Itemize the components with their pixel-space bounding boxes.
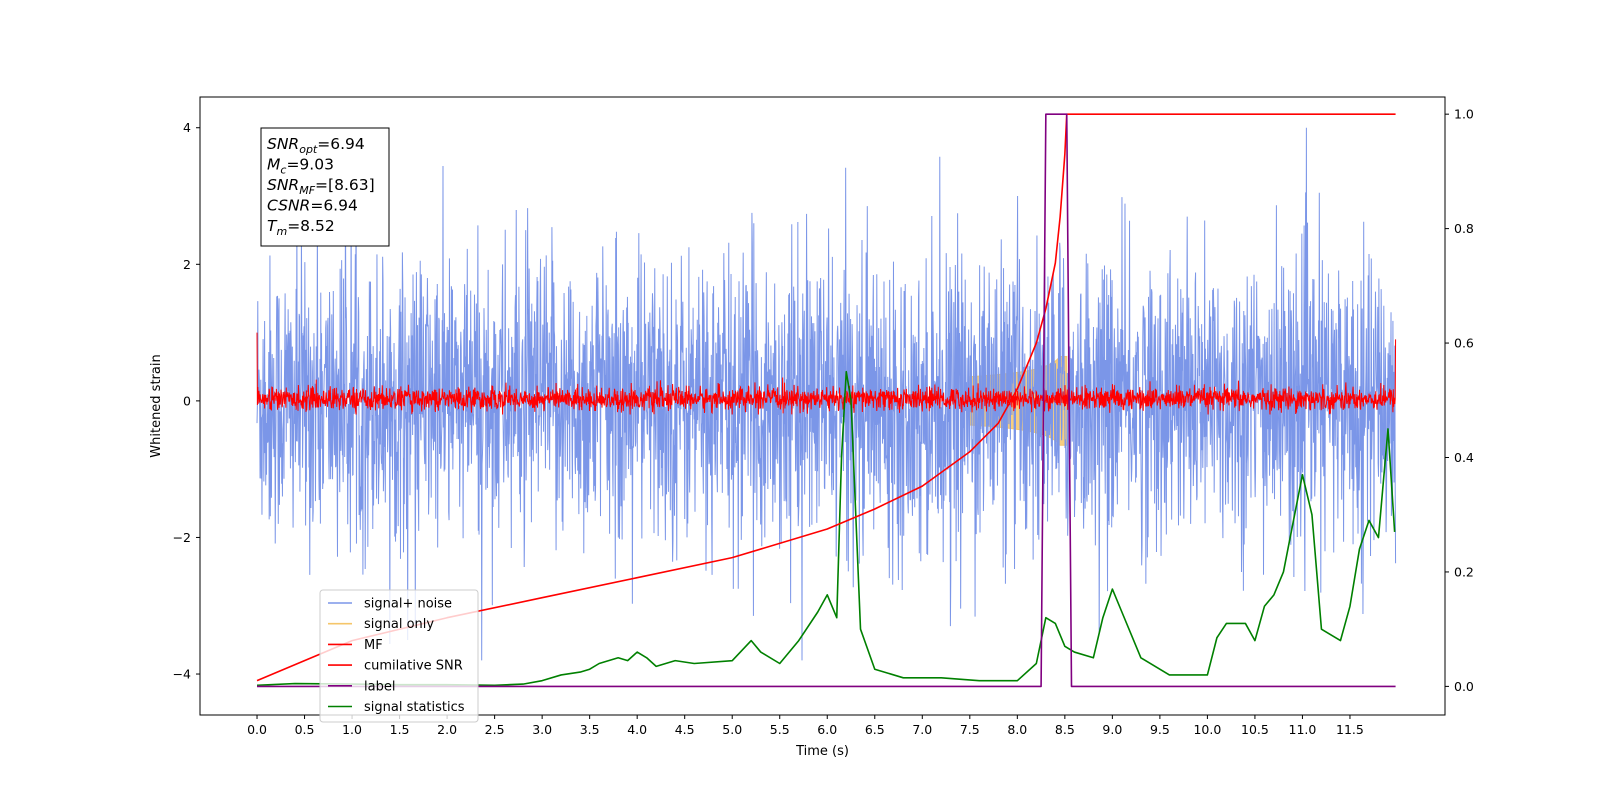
legend-frame	[319, 589, 479, 723]
x-tick-label: 11.5	[1336, 722, 1364, 737]
x-tick-label: 1.0	[342, 722, 362, 737]
series-signal-noise-line	[256, 127, 1397, 661]
info-subscript: MF	[299, 184, 315, 197]
info-line: Tm=8.52	[267, 217, 335, 238]
x-tick-label: 11.0	[1289, 722, 1317, 737]
series-mf-line	[256, 332, 1397, 415]
y2-tick-label: 1.0	[1454, 107, 1474, 122]
legend-entry-label: MF	[364, 638, 383, 653]
x-tick-label: 9.5	[1150, 722, 1170, 737]
info-symbol: CSNR	[267, 197, 310, 215]
x-tick-label: 5.0	[722, 722, 742, 737]
x-tick-label: 8.5	[1055, 722, 1075, 737]
info-subscript: opt	[299, 143, 318, 156]
info-symbol: T	[267, 217, 278, 235]
y-tick-label: 0	[183, 393, 191, 408]
series-label-line	[257, 113, 1396, 688]
y-tick-label: 4	[183, 120, 191, 135]
info-box: SNRopt=6.94Mc=9.03SNRMF=[8.63]CSNR=6.94T…	[260, 127, 390, 247]
legend-entry-label: cumilative SNR	[364, 659, 463, 674]
series-signal-statistics-line	[256, 370, 1396, 687]
x-tick-label: 3.5	[580, 722, 600, 737]
info-symbol: SNR	[267, 176, 299, 194]
axes-layer: 0.0 0.5 1.0 1.5 2.0 2.5 3.0 3.5 4.0 4.5 5.0 5.5 6.0 6…	[173, 107, 1474, 737]
x-tick-label: 7.0	[912, 722, 932, 737]
info-box-frame	[260, 127, 390, 247]
y-tick-label: 2	[183, 257, 191, 272]
info-symbol: M	[267, 156, 280, 174]
x-tick-label: 3.0	[532, 722, 552, 737]
legend-entry-label: signal+ noise	[364, 597, 452, 612]
x-tick-label: 6.0	[817, 722, 837, 737]
x-tick-label: 2.5	[485, 722, 505, 737]
plot-area	[199, 96, 1446, 716]
y2-tick-label: 0.8	[1454, 221, 1474, 236]
x-tick-label: 0.5	[295, 722, 315, 737]
y-axis-label: Whitened strain	[149, 354, 164, 457]
info-subscript: c	[280, 164, 286, 177]
info-value: =6.94	[310, 197, 358, 215]
x-tick-label: 7.5	[960, 722, 980, 737]
x-tick-label: 9.0	[1102, 722, 1122, 737]
x-tick-label: 10.5	[1241, 722, 1269, 737]
x-tick-label: 10.0	[1193, 722, 1221, 737]
info-value: =[8.63]	[315, 176, 375, 194]
info-line: SNRopt=6.94	[267, 135, 365, 156]
info-symbol: SNR	[267, 135, 299, 153]
y-tick-label: −4	[173, 667, 191, 682]
info-line: Mc=9.03	[267, 156, 334, 177]
info-value: =8.52	[287, 217, 335, 235]
info-value: =6.94	[317, 135, 365, 153]
x-tick-label: 4.5	[675, 722, 695, 737]
x-axis-label: Time (s)	[795, 744, 849, 759]
info-value: =9.03	[286, 156, 334, 174]
y2-tick-label: 0.6	[1454, 336, 1474, 351]
x-tick-label: 2.0	[437, 722, 457, 737]
y2-tick-label: 0.2	[1454, 564, 1474, 579]
x-tick-label: 5.5	[770, 722, 790, 737]
x-tick-label: 1.5	[390, 722, 410, 737]
series-lines-layer	[256, 113, 1397, 688]
legend: signal+ noise signal only MF cumilative SNR…	[319, 589, 479, 723]
legend-entry-label: signal statistics	[364, 700, 465, 715]
info-subscript: m	[276, 225, 287, 238]
info-line: SNRMF=[8.63]	[267, 176, 375, 197]
x-tick-label: 4.0	[627, 722, 647, 737]
y-tick-label: −2	[173, 530, 191, 545]
y2-tick-label: 0.0	[1454, 679, 1474, 694]
x-tick-label: 6.5	[865, 722, 885, 737]
y2-tick-label: 0.4	[1454, 450, 1474, 465]
legend-entry-label: label	[364, 679, 395, 694]
info-line: CSNR=6.94	[267, 197, 358, 215]
legend-entry-label: signal only	[364, 617, 434, 632]
series-cumulative-snr-line	[256, 113, 1396, 682]
x-tick-label: 8.0	[1007, 722, 1027, 737]
x-tick-label: 0.0	[247, 722, 267, 737]
